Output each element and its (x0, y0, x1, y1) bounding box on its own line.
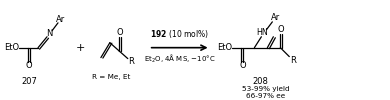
Text: Ar: Ar (271, 13, 280, 22)
Text: $\mathbf{192}$ (10 mol%): $\mathbf{192}$ (10 mol%) (150, 28, 209, 40)
Text: 207: 207 (21, 77, 37, 86)
Text: +: + (76, 43, 86, 53)
Text: N: N (46, 29, 53, 38)
Text: O: O (116, 28, 123, 37)
Text: HN: HN (257, 28, 268, 37)
Text: Ar: Ar (57, 15, 66, 24)
Text: Et$_2$O, 4Å MS, −10°C: Et$_2$O, 4Å MS, −10°C (144, 52, 215, 65)
Text: EtO: EtO (4, 43, 19, 52)
Text: O: O (278, 25, 285, 34)
Text: R: R (128, 57, 134, 66)
Text: O: O (26, 61, 32, 70)
Text: EtO: EtO (217, 43, 232, 52)
Text: 66-97% ee: 66-97% ee (246, 93, 285, 99)
Text: 208: 208 (252, 77, 268, 86)
Text: O: O (239, 61, 246, 70)
Text: 53-99% yield: 53-99% yield (241, 86, 289, 92)
Text: R: R (290, 56, 296, 65)
Text: R = Me, Et: R = Me, Et (92, 74, 130, 80)
